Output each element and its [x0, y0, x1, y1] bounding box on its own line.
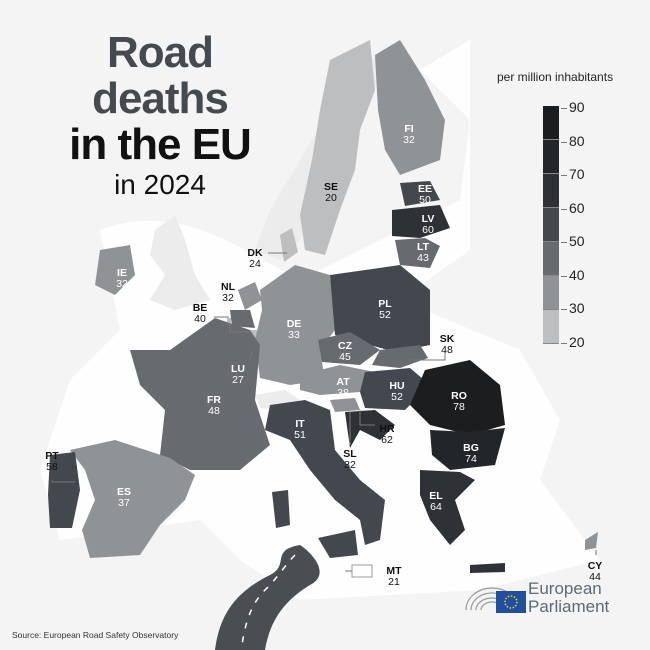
label-DE: DE 33 [286, 318, 302, 341]
title-line-4: in 2024 [114, 169, 206, 200]
label-SL: SL 32 [343, 448, 357, 471]
country-DE [255, 265, 335, 385]
label-SE: SE 20 [323, 181, 339, 204]
country-EL [420, 470, 475, 545]
road-illustration [215, 545, 320, 650]
country-EE [400, 181, 440, 206]
label-PL: PL 52 [378, 298, 392, 321]
label-HU: HU 52 [389, 380, 405, 403]
legend-title: per million inhabitants [497, 70, 614, 84]
label-BE: BE 40 [192, 302, 208, 325]
european-parliament-logo: European Parliament [462, 578, 632, 618]
label-SK: SK 48 [439, 333, 455, 356]
legend-tick: 20 [561, 334, 585, 350]
legend-colorbar [543, 106, 559, 344]
source-note: Source: European Road Safety Observatory [12, 630, 179, 640]
country-FI [375, 40, 445, 175]
label-EE: EE 50 [417, 183, 433, 206]
country-SL [330, 398, 360, 412]
legend-swatch-50-60 [543, 208, 559, 242]
country-HR [345, 410, 395, 448]
label-MT: MT 21 [386, 565, 402, 588]
country-RO [410, 360, 505, 435]
country-LV [392, 205, 450, 238]
label-CY: CY 44 [587, 560, 603, 583]
country-IT [265, 400, 385, 545]
country-BG [430, 428, 505, 470]
legend-swatch-30-40 [543, 276, 559, 310]
label-PT: PT 58 [45, 450, 59, 473]
legend-tick: 60 [561, 200, 585, 216]
legend-swatch-70-80 [543, 140, 559, 174]
country-IT-sardinia [272, 490, 290, 528]
page-title: Road deaths in the EU in 2024 [60, 30, 260, 202]
title-line-2: deaths [92, 74, 229, 123]
title-line-3: in the EU [69, 120, 252, 169]
label-FR: FR 48 [207, 394, 221, 417]
label-NL: NL 32 [221, 281, 235, 304]
label-CZ: CZ 45 [338, 340, 352, 363]
legend-swatch-20-30 [543, 310, 559, 344]
country-BE [230, 310, 255, 328]
country-SK [372, 345, 428, 368]
label-AT: AT 38 [336, 376, 350, 399]
legend-swatch-80-90 [543, 106, 559, 140]
country-IT-sicily [318, 530, 358, 558]
legend-tick: 80 [561, 133, 585, 149]
label-FI: FI 32 [403, 123, 415, 146]
legend-tick: 30 [561, 300, 585, 316]
label-EL: EL 64 [429, 490, 443, 513]
label-IT: IT 51 [294, 418, 306, 441]
title-line-1: Road [107, 28, 214, 77]
country-FR [130, 318, 270, 470]
country-LT [395, 238, 440, 268]
label-IE: IE 32 [116, 267, 128, 290]
uk [150, 215, 210, 310]
country-PT [48, 452, 80, 528]
eu-flag-icon [496, 591, 526, 613]
label-RO: RO 78 [451, 390, 467, 413]
label-BG: BG 74 [463, 442, 479, 465]
legend-tick: 40 [561, 267, 585, 283]
label-ES: ES 37 [116, 486, 132, 509]
country-IE [95, 245, 135, 295]
country-PL [330, 265, 430, 352]
label-HR: HR 62 [379, 423, 395, 446]
logo-text: European Parliament [528, 579, 610, 616]
country-SE [300, 40, 375, 255]
label-LT: LT 43 [416, 241, 430, 264]
legend-tick: 90 [561, 99, 585, 115]
legend-tick: 70 [561, 166, 585, 182]
country-EL-crete [470, 563, 505, 573]
country-NL [238, 282, 262, 310]
legend-swatch-40-50 [543, 242, 559, 276]
label-LU: LU 27 [231, 363, 245, 386]
country-AT [300, 365, 375, 395]
legend-swatch-60-70 [543, 174, 559, 208]
label-DK: DK 24 [247, 247, 263, 270]
legend-tick: 50 [561, 233, 585, 249]
country-CY [585, 532, 598, 550]
country-ES [70, 440, 195, 558]
label-LV: LV 60 [421, 213, 435, 236]
country-CZ [318, 332, 380, 365]
